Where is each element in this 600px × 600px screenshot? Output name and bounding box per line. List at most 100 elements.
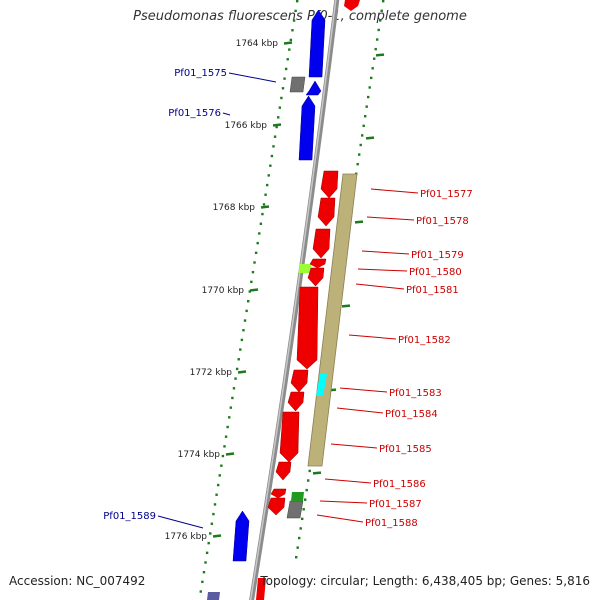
reverse-gene-label: Pf01_1583: [389, 388, 442, 399]
ruler-dot: [298, 536, 301, 540]
ruler-dot: [254, 251, 258, 255]
reverse-gene-bottom-partial: [256, 578, 266, 600]
outer-ruler-tick: [312, 471, 322, 475]
ruler-dot: [212, 512, 215, 516]
forward-label-leader: [157, 515, 204, 529]
reverse-gene-1583: [290, 369, 309, 393]
ruler-dot: [248, 290, 251, 293]
ruler-dot: [361, 134, 364, 137]
outer-ruler-tick: [341, 304, 351, 308]
kbp-label: 1772 kbp: [190, 368, 233, 378]
kbp-tick: [249, 288, 259, 292]
ruler-dot: [307, 479, 310, 482]
ruler-dot: [221, 454, 225, 458]
ruler-dot: [204, 561, 207, 564]
genome-summary-text: Topology: circular; Length: 6,438,405 bp…: [260, 574, 590, 588]
ruler-dot: [218, 474, 221, 477]
ruler-dot: [224, 435, 228, 438]
reverse-gene-label: Pf01_1577: [420, 189, 473, 200]
ruler-dot: [289, 38, 293, 42]
ruler-dot: [305, 488, 308, 492]
forward-gene-label: Pf01_1575: [174, 68, 227, 79]
ruler-dot: [199, 590, 202, 593]
reverse-gene-label: Pf01_1584: [385, 409, 438, 420]
ruler-dot: [356, 162, 359, 166]
backbone-arc: [249, 0, 340, 600]
kbp-label: 1774 kbp: [178, 450, 221, 460]
reverse-gene-1586: [275, 461, 292, 481]
ruler-dot: [371, 67, 374, 70]
accession-text: Accession: NC_007492: [9, 574, 146, 588]
reverse-label-leader: [339, 387, 388, 393]
ruler-dot: [240, 338, 244, 342]
feature-cyan-block: [316, 374, 327, 396]
reverse-label-leader: [316, 514, 364, 523]
ruler-dot: [364, 115, 367, 118]
reverse-gene-1581: [307, 267, 325, 287]
ruler-dot: [209, 532, 212, 535]
reverse-label-leader: [330, 443, 378, 449]
ruler-dot: [202, 570, 206, 574]
ruler-dot: [379, 19, 382, 22]
ruler-dot: [228, 416, 231, 419]
kbp-tick: [225, 452, 235, 456]
forward-gene-mid: [298, 95, 316, 161]
outer-ruler-tick: [365, 136, 375, 140]
ruler-dot: [284, 67, 288, 71]
ruler-dot: [232, 387, 236, 390]
ruler-dot: [250, 280, 253, 284]
ruler-dot: [253, 261, 256, 264]
ruler-dot: [269, 164, 272, 167]
ruler-dot: [278, 106, 282, 109]
inner-ruler-track: [199, 0, 299, 593]
reverse-gene-1577: [320, 170, 339, 199]
ruler-dot: [256, 241, 259, 245]
ruler-dot: [288, 48, 291, 51]
ruler-dot: [275, 125, 278, 129]
reverse-gene-1585: [279, 411, 300, 463]
ruler-dot: [239, 348, 242, 351]
ruler-dot: [243, 319, 247, 322]
ruler-dot: [295, 556, 298, 559]
reverse-gene-label: Pf01_1588: [365, 518, 418, 529]
forward-gene-label: Pf01_1576: [168, 108, 221, 119]
ruler-dot: [370, 76, 373, 80]
kbp-tick: [272, 123, 282, 127]
ruler-dot: [359, 143, 362, 147]
ruler-dot: [207, 541, 210, 545]
ruler-dot: [368, 86, 371, 89]
ruler-dot: [213, 503, 217, 506]
backbone-highlight: [249, 0, 337, 600]
ruler-dot: [280, 96, 283, 100]
reverse-label-leader: [357, 268, 408, 272]
ruler-dot: [296, 546, 299, 549]
reverse-gene-label: Pf01_1580: [409, 267, 462, 278]
reverse-gene-label: Pf01_1585: [379, 444, 432, 455]
ruler-dot: [302, 508, 305, 511]
forward-gene-bottom: [232, 510, 250, 562]
outer-ruler-tick: [354, 220, 364, 224]
ruler-dot: [367, 95, 370, 99]
ruler-dot: [259, 222, 263, 225]
reverse-label-leader: [324, 478, 372, 484]
ruler-dot: [301, 517, 304, 521]
kbp-tick: [260, 205, 270, 209]
ruler-dot: [358, 153, 361, 156]
ruler-dot: [234, 377, 237, 380]
ruler-dot: [291, 29, 294, 32]
ruler-dot: [272, 145, 275, 148]
ruler-dot: [267, 174, 270, 177]
feature-green-block: [291, 492, 304, 501]
outer-ruler-tick: [375, 53, 385, 57]
ruler-dot: [277, 116, 280, 119]
ruler-dot: [223, 445, 226, 448]
reverse-gene-1588: [267, 497, 286, 516]
ruler-dot: [299, 527, 302, 530]
reverse-gene-label: Pf01_1579: [411, 250, 464, 261]
ruler-dot: [304, 498, 307, 501]
ruler-dot: [377, 28, 380, 32]
ruler-dot: [308, 469, 311, 473]
forward-label-leader: [222, 112, 231, 116]
